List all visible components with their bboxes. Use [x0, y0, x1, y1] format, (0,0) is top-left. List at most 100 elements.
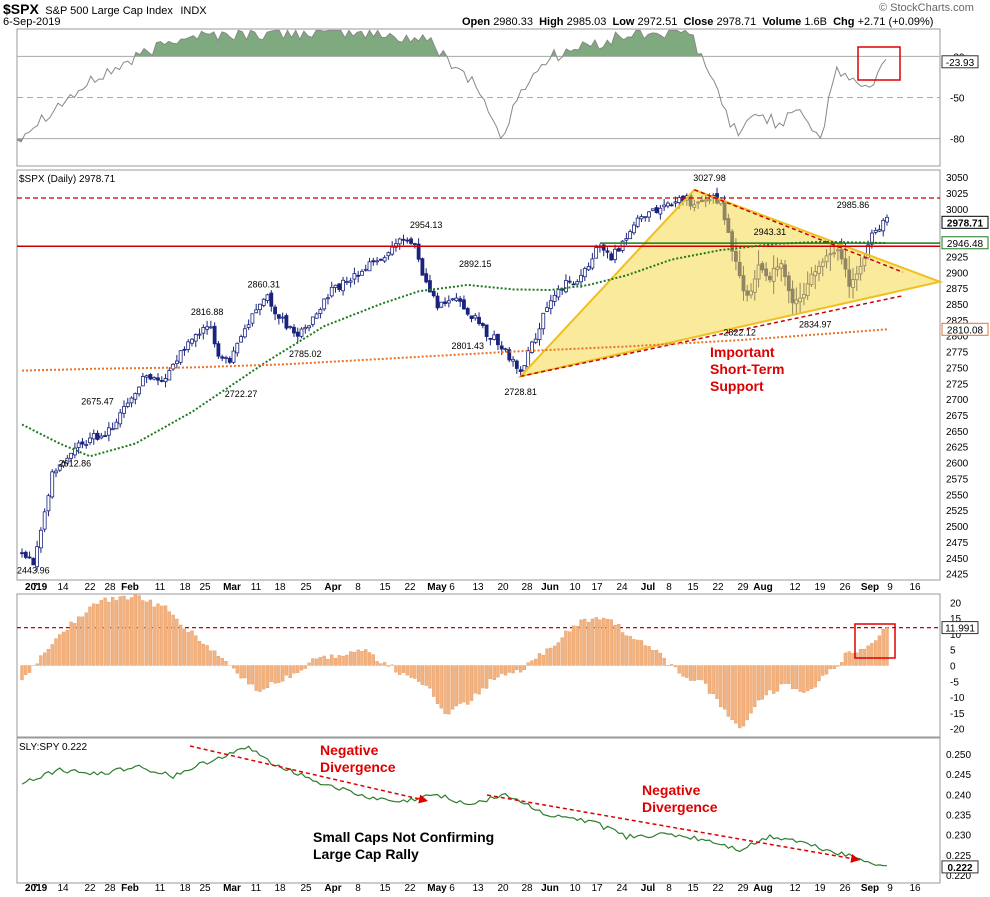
candle-body — [186, 341, 191, 350]
candle — [190, 338, 194, 347]
candle — [258, 303, 262, 316]
time-axis-label: May — [427, 582, 447, 593]
candle-body — [329, 286, 334, 297]
histogram-bar — [836, 665, 840, 667]
histogram-bar — [84, 612, 88, 666]
candle — [446, 295, 451, 308]
candle-body — [605, 250, 610, 253]
candle — [129, 396, 134, 408]
histogram-bar — [790, 665, 795, 690]
histogram-bar — [296, 665, 300, 673]
candle — [450, 298, 455, 302]
ratio-y-tick: 0.220 — [946, 871, 971, 882]
histogram-bar — [99, 600, 103, 666]
price-y-tick: 2625 — [946, 443, 969, 454]
histogram-bar — [624, 635, 629, 666]
histogram-bar — [454, 665, 459, 707]
time-axis-label: 10 — [569, 582, 581, 593]
time-axis-label: 15 — [379, 582, 391, 593]
histogram-bar — [855, 652, 859, 666]
histogram-bar — [447, 665, 451, 715]
histogram-bar — [314, 658, 319, 666]
candle — [57, 464, 62, 472]
candle-body — [416, 243, 421, 260]
candle-body — [276, 314, 281, 319]
candle-body — [356, 274, 361, 277]
candle-body — [273, 306, 277, 315]
histogram-bar — [636, 639, 640, 666]
panel-frame — [16, 169, 941, 581]
candle — [299, 327, 304, 339]
histogram-bar — [258, 665, 262, 692]
candle-body — [122, 406, 126, 414]
histogram-bar — [156, 603, 160, 666]
candle-body — [110, 428, 115, 431]
candle — [46, 493, 51, 517]
histogram-bar — [507, 665, 511, 673]
histogram-bar — [787, 665, 791, 684]
candle-body — [480, 323, 485, 326]
histogram-bar — [537, 653, 542, 666]
candle-body — [167, 370, 172, 381]
time-axis-label: 8 — [355, 582, 361, 593]
candle — [616, 246, 621, 252]
candle — [76, 440, 81, 454]
histogram-bar — [280, 665, 285, 682]
histogram-bar — [809, 665, 814, 690]
candle — [61, 460, 66, 468]
candle-body — [76, 442, 81, 448]
time-axis-label: 2019 — [25, 883, 48, 894]
histogram-bar — [730, 665, 734, 720]
histogram-bar — [620, 632, 625, 666]
histogram-bar — [874, 640, 878, 666]
candle — [35, 540, 40, 572]
candle-body — [35, 546, 40, 568]
price-label: 2822.12 — [723, 328, 756, 338]
chart-header: $SPX S&P 500 Large Cap Index INDX © Stoc… — [3, 1, 988, 17]
time-axis-label: 22 — [84, 582, 96, 593]
candle — [405, 237, 410, 244]
oscillator-overbought-fill — [134, 30, 703, 57]
candle — [386, 251, 391, 260]
histogram-bar — [783, 665, 787, 684]
symbol: $SPX — [3, 1, 39, 17]
histogram-bar — [484, 665, 489, 689]
candle — [337, 283, 342, 292]
histogram-bar — [273, 665, 277, 684]
candle-body — [424, 273, 429, 283]
brand-logo[interactable]: © StockCharts.com — [879, 2, 974, 14]
candle-body — [465, 308, 470, 315]
time-axis-label: Feb — [121, 883, 139, 894]
histogram-bar — [779, 665, 783, 685]
price-y-tick: 3025 — [946, 189, 969, 200]
price-label: 2801.43 — [451, 341, 484, 351]
candle-body — [299, 328, 304, 337]
candle-body — [269, 292, 274, 307]
candle-body — [439, 301, 444, 308]
histogram-bar — [330, 654, 334, 666]
candle — [80, 437, 85, 449]
histogram-bar — [741, 665, 746, 727]
histogram-bar — [182, 628, 187, 666]
histogram-bar — [840, 662, 844, 666]
candle-body — [409, 238, 413, 244]
candle — [159, 376, 164, 383]
price-y-tick: 2925 — [946, 252, 969, 263]
candle-body — [511, 358, 515, 362]
candle — [91, 429, 96, 445]
candle — [394, 238, 398, 252]
histogram-bar — [760, 665, 764, 700]
histogram-bar — [386, 665, 391, 667]
time-axis-label: 26 — [839, 582, 851, 593]
highlight-box — [857, 46, 901, 81]
candle-body — [208, 326, 213, 329]
time-axis-label: 18 — [179, 883, 191, 894]
hist-y-tick: 0 — [950, 662, 956, 673]
candle-body — [394, 243, 398, 248]
candle-body — [224, 357, 228, 359]
price-label: 2816.88 — [191, 307, 224, 317]
histogram-bar — [598, 619, 602, 666]
histogram-bar — [243, 665, 247, 679]
candle-body — [390, 246, 395, 255]
